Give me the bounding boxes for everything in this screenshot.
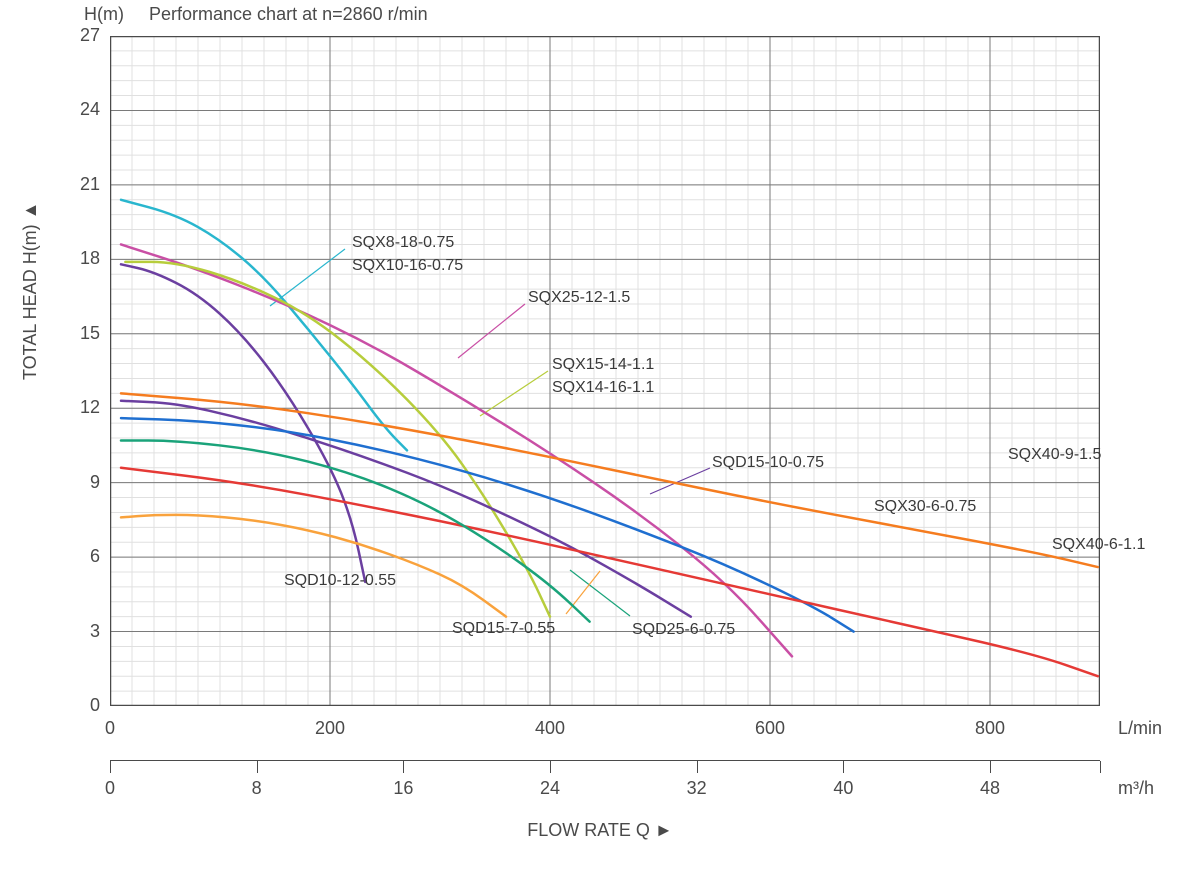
series-label: SQD15-10-0.75 (712, 454, 824, 472)
series-label: SQX10-16-0.75 (352, 257, 463, 275)
y-tick: 24 (66, 99, 100, 120)
series-label: SQD25-6-0.75 (632, 621, 735, 639)
series-label: SQX14-16-1.1 (552, 379, 654, 397)
x1-tick: 0 (90, 718, 130, 739)
x1-tick: 800 (970, 718, 1010, 739)
x2-tick: 0 (90, 778, 130, 799)
series-label: SQD10-12-0.55 (284, 572, 396, 590)
y-tick: 6 (66, 546, 100, 567)
series-label: SQX40-9-1.5 (1008, 446, 1101, 464)
x-axis-label: FLOW RATE Q ► (0, 820, 1200, 841)
y-tick: 15 (66, 323, 100, 344)
series-label: SQX25-12-1.5 (528, 289, 630, 307)
y-tick: 21 (66, 174, 100, 195)
x2-tick: 40 (823, 778, 863, 799)
x2-tick: 32 (677, 778, 717, 799)
y-tick: 12 (66, 397, 100, 418)
chart-title: H(m) Performance chart at n=2860 r/min (84, 4, 428, 25)
y-axis-label: TOTAL HEAD H(m) ▲ (20, 202, 41, 381)
performance-chart-container: H(m) Performance chart at n=2860 r/min T… (0, 0, 1200, 882)
x2-tick: 8 (237, 778, 277, 799)
series-label: SQX30-6-0.75 (874, 498, 976, 516)
x1-tick: 200 (310, 718, 350, 739)
y-tick: 0 (66, 695, 100, 716)
x2-tick: 16 (383, 778, 423, 799)
series-label: SQX40-6-1.1 (1052, 536, 1145, 554)
x2-axis-line (110, 760, 1100, 775)
series-label: SQD15-7-0.55 (452, 620, 555, 638)
x1-tick: 400 (530, 718, 570, 739)
y-tick: 18 (66, 248, 100, 269)
series-label: SQX15-14-1.1 (552, 356, 654, 374)
x2-tick: 24 (530, 778, 570, 799)
y-tick: 3 (66, 621, 100, 642)
x1-tick: 600 (750, 718, 790, 739)
x2-unit: m³/h (1118, 778, 1154, 799)
chart-subtitle: Performance chart at n=2860 r/min (149, 4, 428, 24)
x1-unit: L/min (1118, 718, 1162, 739)
x2-tick: 48 (970, 778, 1010, 799)
y-unit-top: H(m) (84, 4, 144, 25)
y-tick: 9 (66, 472, 100, 493)
y-tick: 27 (66, 25, 100, 46)
series-label: SQX8-18-0.75 (352, 234, 454, 252)
